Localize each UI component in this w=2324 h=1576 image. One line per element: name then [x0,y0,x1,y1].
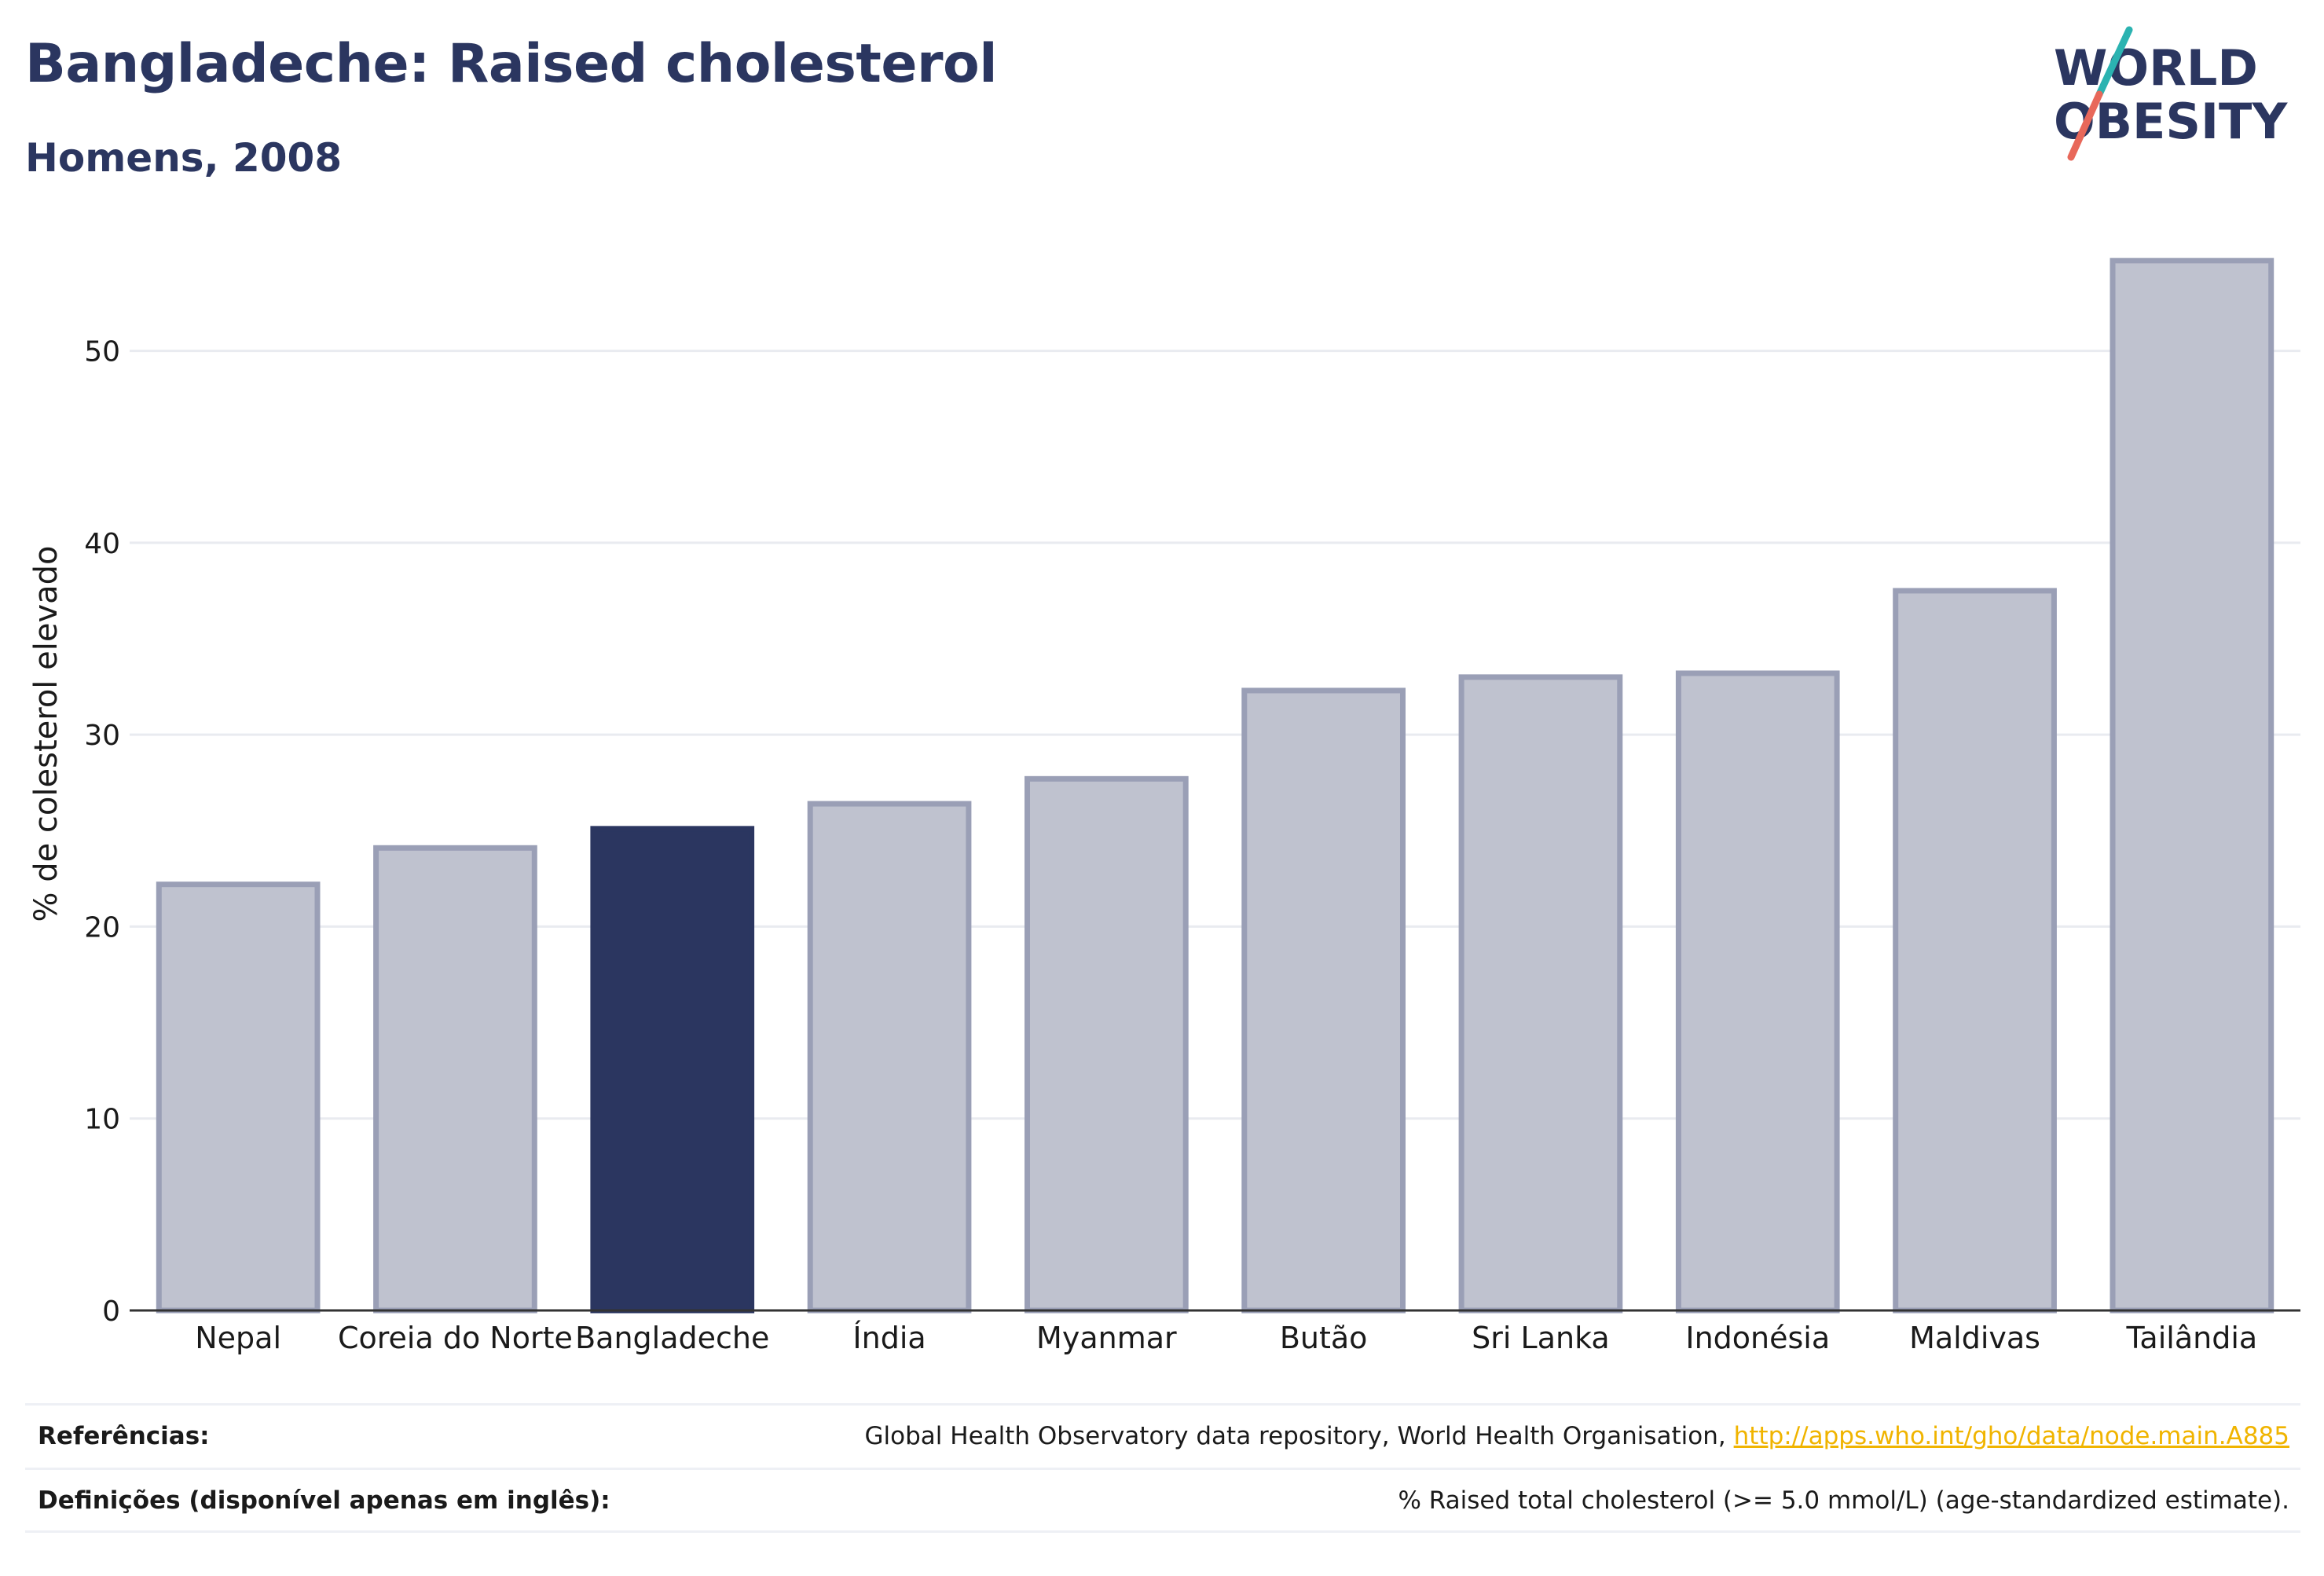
bar-nepal[interactable] [156,881,321,1314]
x-tick-label: Sri Lanka [1472,1321,1610,1355]
references-link[interactable]: http://apps.who.int/gho/data/node.main.A… [1733,1422,2289,1450]
y-tick-label: 10 [84,1104,120,1136]
references-text: Global Health Observatory data repositor… [864,1422,1734,1450]
chart-subtitle: Homens, 2008 [25,135,343,181]
bar-coreia-do-norte[interactable] [373,845,537,1314]
bar-myanmar[interactable] [1025,775,1189,1314]
x-tick-label: Butão [1280,1321,1368,1355]
logo-slash-teal [2095,26,2133,98]
bar-chart: 0 10 20 30 40 50 Nepal Coreia do Norte Banglade… [28,258,2300,1355]
bars [156,258,2275,1314]
x-tick-label: Coreia do Norte [338,1321,573,1355]
x-axis-labels: Nepal Coreia do Norte Bangladeche Índia Myan… [195,1321,2257,1355]
footer-divider [25,1530,2300,1533]
y-tick-label: 40 [84,528,120,560]
definitions-row: Definições (disponível apenas em inglês)… [25,1468,2300,1531]
chart-title: Bangladeche: Raised cholesterol [25,33,998,95]
bar-tailândia[interactable] [2110,258,2275,1314]
bar-índia[interactable] [807,801,972,1314]
x-tick-label: Bangladeche [575,1321,769,1355]
x-tick-label: Maldivas [1909,1321,2040,1355]
x-tick-label: Indonésia [1685,1321,1830,1355]
y-tick-label: 30 [84,720,120,752]
bar-indonésia[interactable] [1675,670,1840,1314]
world-obesity-logo: WORLD OBESITY [2054,26,2288,161]
x-tick-label: Tailândia [2126,1321,2258,1355]
y-tick-label: 50 [84,336,120,368]
x-tick-label: Myanmar [1036,1321,1177,1355]
definitions-label: Definições (disponível apenas em inglês)… [38,1486,610,1515]
y-tick-label: 0 [102,1296,120,1328]
y-axis-label: % de colesterol elevado [28,545,64,922]
bar-maldivas[interactable] [1893,588,2057,1314]
references-row: Referências: Global Health Observatory d… [25,1403,2300,1467]
references-label: Referências: [38,1422,210,1450]
references-value: Global Health Observatory data repositor… [865,1422,2300,1450]
x-tick-label: Nepal [195,1321,281,1355]
logo-line1: WORLD [2054,39,2258,97]
y-tick-label: 20 [84,911,120,944]
bar-bangladeche[interactable] [590,826,755,1314]
bar-sri-lanka[interactable] [1458,674,1623,1314]
logo-slash-coral [2067,90,2103,161]
y-axis-ticks: 0 10 20 30 40 50 [84,336,120,1328]
bar-butão[interactable] [1241,687,1406,1314]
x-tick-label: Índia [852,1321,926,1355]
definitions-text: % Raised total cholesterol (>= 5.0 mmol/… [1398,1486,2289,1515]
